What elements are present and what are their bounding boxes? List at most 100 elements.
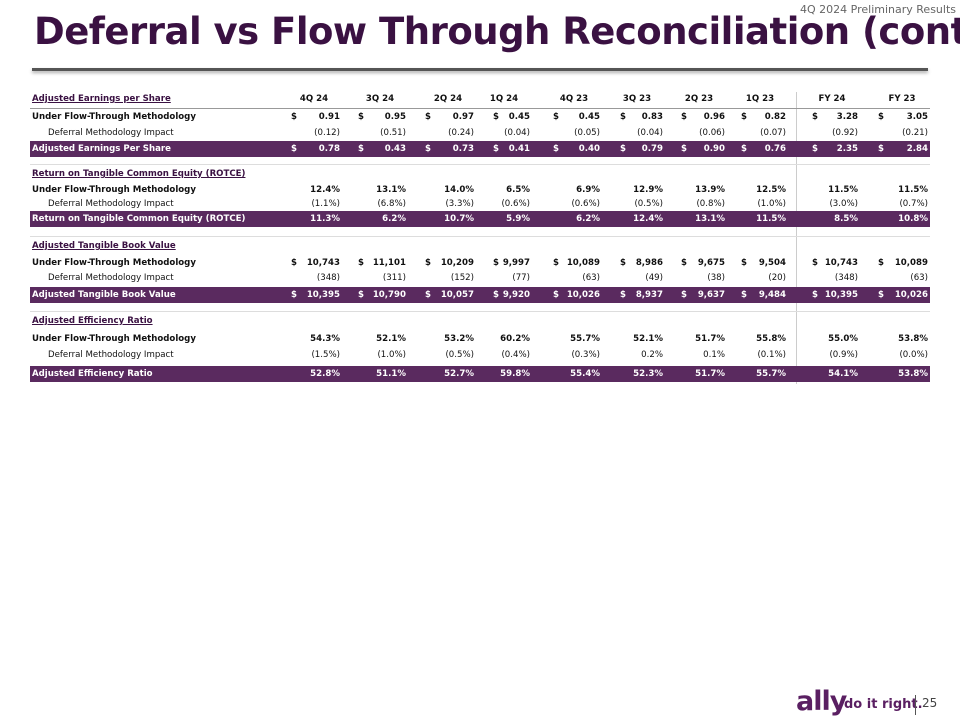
section-title: Adjusted Efficiency Ratio: [32, 316, 153, 326]
cell-value: (0.21): [902, 128, 928, 138]
cell-value: 9,920: [502, 290, 530, 300]
section-title: Return on Tangible Common Equity (ROTCE): [32, 169, 246, 179]
currency-sign: $: [553, 144, 559, 154]
cell-value: 0.97: [452, 112, 474, 122]
cell-value: 9,637: [697, 290, 725, 300]
cell-value: 10,026: [566, 290, 600, 300]
currency-sign: $: [878, 144, 884, 154]
row-label: Deferral Methodology Impact: [48, 128, 174, 138]
currency-sign: $: [291, 258, 297, 268]
cell-value: 12.5%: [756, 185, 786, 195]
cell-value: 8.5%: [834, 214, 858, 224]
cell-value: 8,986: [635, 258, 663, 268]
cell-value: 13.1%: [376, 185, 406, 195]
cell-value: 9,675: [697, 258, 725, 268]
cell-value: (348): [316, 273, 340, 283]
cell-value: (1.0%): [757, 199, 786, 209]
cell-value: (0.07): [760, 128, 786, 138]
currency-sign: $: [812, 112, 818, 122]
currency-sign: $: [681, 112, 687, 122]
currency-sign: $: [425, 144, 431, 154]
column-header: FY 23: [888, 94, 916, 104]
row-label: Adjusted Efficiency Ratio: [32, 369, 153, 379]
cell-value: (0.3%): [571, 350, 600, 360]
cell-value: 0.43: [384, 144, 406, 154]
slide-title: Deferral vs Flow Through Reconciliation …: [34, 10, 960, 53]
cell-value: 60.2%: [500, 334, 530, 344]
currency-sign: $: [493, 144, 499, 154]
cell-value: 11.5%: [828, 185, 858, 195]
cell-value: (49): [645, 273, 663, 283]
cell-value: (0.24): [448, 128, 474, 138]
cell-value: 0.73: [452, 144, 474, 154]
column-header: 3Q 23: [622, 94, 652, 104]
cell-value: 55.8%: [756, 334, 786, 344]
cell-value: (0.6%): [501, 199, 530, 209]
cell-value: (0.5%): [634, 199, 663, 209]
column-header: FY 24: [818, 94, 846, 104]
cell-value: (0.8%): [696, 199, 725, 209]
cell-value: (0.12): [314, 128, 340, 138]
section-rule: [30, 164, 930, 165]
cell-value: (348): [834, 273, 858, 283]
cell-value: 52.3%: [633, 369, 663, 379]
cell-value: 59.8%: [500, 369, 530, 379]
row-label: Deferral Methodology Impact: [48, 350, 174, 360]
total-band: [30, 141, 930, 157]
cell-value: 8,937: [635, 290, 663, 300]
cell-value: (1.5%): [311, 350, 340, 360]
currency-sign: $: [878, 112, 884, 122]
currency-sign: $: [620, 144, 626, 154]
row-label: Deferral Methodology Impact: [48, 199, 174, 209]
total-band: [30, 287, 930, 303]
cell-value: 6.2%: [576, 214, 600, 224]
cell-value: 12.4%: [633, 214, 663, 224]
cell-value: (311): [382, 273, 406, 283]
currency-sign: $: [425, 258, 431, 268]
currency-sign: $: [291, 112, 297, 122]
cell-value: 51.1%: [376, 369, 406, 379]
cell-value: 51.7%: [695, 369, 725, 379]
currency-sign: $: [358, 290, 364, 300]
cell-value: (0.5%): [445, 350, 474, 360]
cell-value: (1.0%): [377, 350, 406, 360]
currency-sign: $: [358, 144, 364, 154]
cell-value: 0.79: [641, 144, 663, 154]
currency-sign: $: [812, 258, 818, 268]
cell-value: (3.3%): [445, 199, 474, 209]
cell-value: 10,089: [566, 258, 600, 268]
row-label: Under Flow-Through Methodology: [32, 334, 196, 344]
cell-value: (0.06): [699, 128, 725, 138]
cell-value: 10,089: [894, 258, 928, 268]
currency-sign: $: [291, 290, 297, 300]
section-title: Adjusted Earnings per Share: [32, 94, 171, 104]
currency-sign: $: [620, 258, 626, 268]
cell-value: 2.84: [906, 144, 928, 154]
cell-value: (63): [910, 273, 928, 283]
page-divider: [915, 695, 916, 715]
cell-value: 54.1%: [828, 369, 858, 379]
row-label: Under Flow-Through Methodology: [32, 258, 196, 268]
cell-value: 12.4%: [310, 185, 340, 195]
title-rule: [32, 68, 928, 71]
cell-value: 10,395: [824, 290, 858, 300]
row-label: Under Flow-Through Methodology: [32, 185, 196, 195]
cell-value: 53.8%: [898, 334, 928, 344]
cell-value: (152): [450, 273, 474, 283]
cell-value: 13.1%: [695, 214, 725, 224]
section-rule: [30, 311, 930, 312]
currency-sign: $: [681, 290, 687, 300]
cell-value: 3.28: [836, 112, 858, 122]
cell-value: (3.0%): [829, 199, 858, 209]
cell-value: 52.1%: [376, 334, 406, 344]
cell-value: 6.5%: [506, 185, 530, 195]
cell-value: (0.05): [574, 128, 600, 138]
cell-value: (0.92): [832, 128, 858, 138]
cell-value: 10.7%: [444, 214, 474, 224]
column-header: 4Q 23: [559, 94, 589, 104]
row-label: Deferral Methodology Impact: [48, 273, 174, 283]
currency-sign: $: [425, 290, 431, 300]
currency-sign: $: [358, 258, 364, 268]
cell-value: 11.3%: [310, 214, 340, 224]
cell-value: 10,209: [440, 258, 474, 268]
